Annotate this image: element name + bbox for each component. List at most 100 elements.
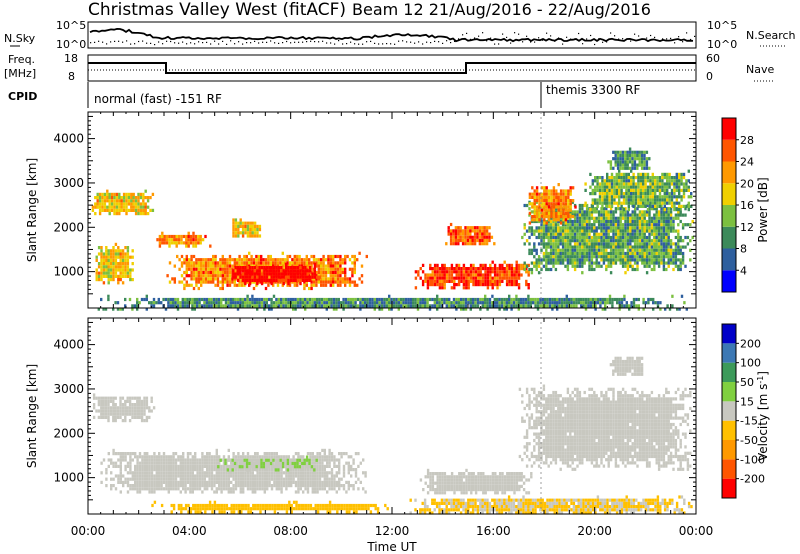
velocity-cell-1 (150, 480, 154, 484)
power-cell-10 (663, 192, 666, 196)
power-cell-8 (643, 232, 646, 236)
power-cell-8 (585, 245, 589, 249)
power-cell-8 (600, 255, 603, 259)
power-cell-6 (503, 273, 506, 277)
power-cell-12 (601, 301, 604, 305)
power-cell-8 (638, 226, 642, 230)
power-cell-9 (567, 205, 570, 209)
velocity-cell-0 (109, 396, 113, 400)
power-cell-6 (520, 263, 523, 267)
power-cell-12 (361, 297, 364, 302)
power-cell-8 (681, 251, 685, 256)
power-cell-8 (569, 210, 572, 214)
power-cell-8 (564, 229, 567, 233)
velocity-cell-1 (146, 471, 149, 475)
power-cell-8 (636, 258, 639, 262)
power-cell-8 (569, 245, 572, 249)
power-cell-4 (232, 272, 235, 276)
power-cell-6 (484, 270, 487, 274)
power-cell-7 (469, 235, 472, 239)
power-cell-10 (606, 195, 609, 199)
power-cell-12 (539, 297, 542, 302)
power-cell-8 (602, 258, 606, 262)
power-cell-8 (667, 245, 670, 249)
nsearch-dot (682, 41, 684, 43)
power-cell-8 (681, 255, 685, 259)
power-cell-8 (655, 261, 658, 265)
power-cell-8 (641, 261, 644, 265)
power-cell-8 (588, 258, 591, 262)
power-cell-8 (677, 213, 680, 217)
power-cell-8 (621, 223, 625, 227)
power-cell-10 (591, 208, 594, 212)
power-cell-9 (569, 208, 572, 212)
power-cell-8 (588, 261, 591, 265)
power-cell-10 (678, 201, 681, 205)
power-cell-4 (306, 275, 309, 279)
velocity-cell-1 (143, 484, 146, 488)
power-colorbar-tick-label: 12 (740, 221, 754, 234)
power-cell-6 (429, 267, 432, 271)
power-cell-12 (172, 297, 175, 302)
power-cell-5 (258, 228, 262, 232)
power-cell-12 (474, 304, 477, 308)
power-cell-3 (296, 258, 299, 262)
power-cell-9 (538, 218, 541, 222)
power-cell-8 (657, 226, 661, 230)
power-cell-3 (320, 261, 323, 265)
power-cell-12 (354, 297, 357, 302)
power-cell-10 (646, 201, 650, 205)
power-cell-12 (287, 304, 290, 308)
power-cell-12 (174, 304, 177, 308)
velocity-cell-0 (104, 403, 108, 407)
power-cell-8 (576, 261, 579, 265)
power-cell-3 (216, 283, 220, 287)
power-cell-8 (638, 229, 642, 233)
power-cell-3 (317, 261, 320, 265)
power-cell-4 (263, 275, 266, 279)
power-cell-3 (341, 261, 344, 265)
velocity-cell-0 (124, 399, 127, 403)
power-cell-8 (609, 239, 613, 243)
power-cell-8 (578, 242, 582, 246)
power-cell-12 (169, 301, 172, 305)
power-cell-0 (110, 202, 114, 206)
power-cell-3 (185, 261, 188, 265)
velocity-cell-1 (124, 480, 127, 484)
power-cell-6 (505, 276, 509, 280)
power-cell-0 (118, 212, 121, 216)
power-cell-12 (368, 301, 372, 305)
power-cell-10 (651, 188, 654, 192)
power-cell-12 (428, 304, 432, 308)
power-cell-7 (452, 232, 455, 236)
power-cell-12 (366, 297, 369, 302)
power-cell-0 (115, 205, 119, 209)
power-cell-9 (555, 218, 558, 222)
power-cell-12 (246, 294, 249, 298)
power-cell-3 (173, 277, 176, 281)
power-cell-10 (646, 192, 650, 196)
power-cell-6 (465, 273, 468, 277)
power-cell-8 (559, 242, 562, 246)
power-cell-0 (113, 192, 116, 196)
power-cell-12 (520, 297, 523, 302)
power-cell-8 (612, 219, 615, 224)
power-cell-12 (582, 304, 585, 308)
power-cell-11 (633, 160, 637, 164)
power-cell-4 (256, 278, 259, 282)
power-cell-3 (346, 280, 349, 284)
velocity-cell-0 (138, 406, 141, 410)
power-cell-12 (299, 301, 302, 305)
power-cell-8 (559, 226, 562, 230)
power-cell-12 (128, 297, 132, 302)
power-cell-3 (233, 261, 236, 265)
power-cell-12 (292, 304, 295, 308)
power-cell-8 (653, 267, 656, 272)
power-cell-6 (443, 267, 446, 271)
power-cell-1 (114, 268, 118, 272)
power-cell-8 (581, 210, 584, 214)
power-cell-4 (301, 272, 305, 276)
power-cell-5 (232, 224, 235, 228)
velocity-cell-1 (160, 458, 163, 462)
power-cell-10 (680, 188, 683, 192)
